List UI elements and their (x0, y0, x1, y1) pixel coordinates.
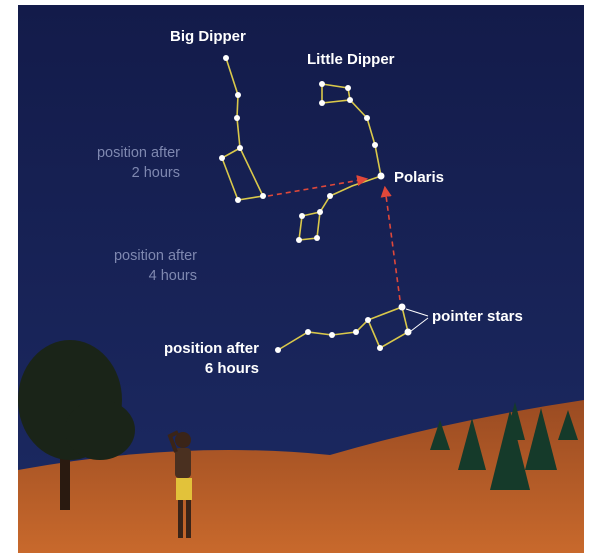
label: 2 hours (132, 165, 180, 181)
oak-tree (18, 340, 135, 510)
star (377, 172, 385, 180)
star (319, 100, 325, 106)
star (347, 97, 353, 103)
shape (430, 420, 450, 450)
shape (175, 432, 191, 448)
shape (558, 410, 578, 440)
star (223, 55, 229, 61)
star (353, 329, 359, 335)
label: position after (114, 248, 197, 264)
person (167, 430, 192, 538)
star (319, 81, 325, 87)
label: 4 hours (149, 268, 197, 284)
shape (60, 440, 70, 510)
star (305, 329, 311, 335)
star (219, 155, 225, 161)
star (404, 328, 412, 336)
label: position after (97, 145, 180, 161)
star (235, 197, 241, 203)
star (314, 235, 320, 241)
shape (298, 175, 382, 241)
shape (176, 478, 192, 500)
pointer-bracket (405, 308, 429, 332)
shape (458, 418, 486, 470)
shape (221, 57, 265, 201)
label: Little Dipper (307, 51, 395, 68)
little-dipper (321, 83, 382, 177)
arrow-to-polaris (267, 175, 369, 197)
stars (219, 55, 412, 353)
star (299, 213, 305, 219)
shape (178, 500, 183, 538)
star (345, 85, 351, 91)
shape (65, 400, 135, 460)
label: 6 hours (205, 360, 259, 377)
star (235, 92, 241, 98)
shape (505, 402, 525, 440)
star (275, 347, 281, 353)
star (237, 145, 243, 151)
pointer-arrow (380, 185, 401, 301)
shape (186, 500, 191, 538)
big-dipper-2h (221, 57, 265, 201)
star (234, 115, 240, 121)
star (317, 209, 323, 215)
pine-trees (430, 402, 578, 490)
label: Polaris (394, 169, 444, 186)
label: position after (164, 340, 259, 357)
shape (167, 430, 179, 453)
star (377, 345, 383, 351)
shape (525, 408, 557, 470)
shape (490, 410, 530, 490)
shape (321, 83, 382, 177)
star (364, 115, 370, 121)
star (296, 237, 302, 243)
star (365, 317, 371, 323)
star (260, 193, 266, 199)
star (372, 142, 378, 148)
big-dipper-4h (298, 175, 382, 241)
label: pointer stars (432, 308, 523, 325)
star (329, 332, 335, 338)
star (327, 193, 333, 199)
shape (175, 448, 191, 478)
star (398, 303, 406, 311)
label: Big Dipper (170, 28, 246, 45)
